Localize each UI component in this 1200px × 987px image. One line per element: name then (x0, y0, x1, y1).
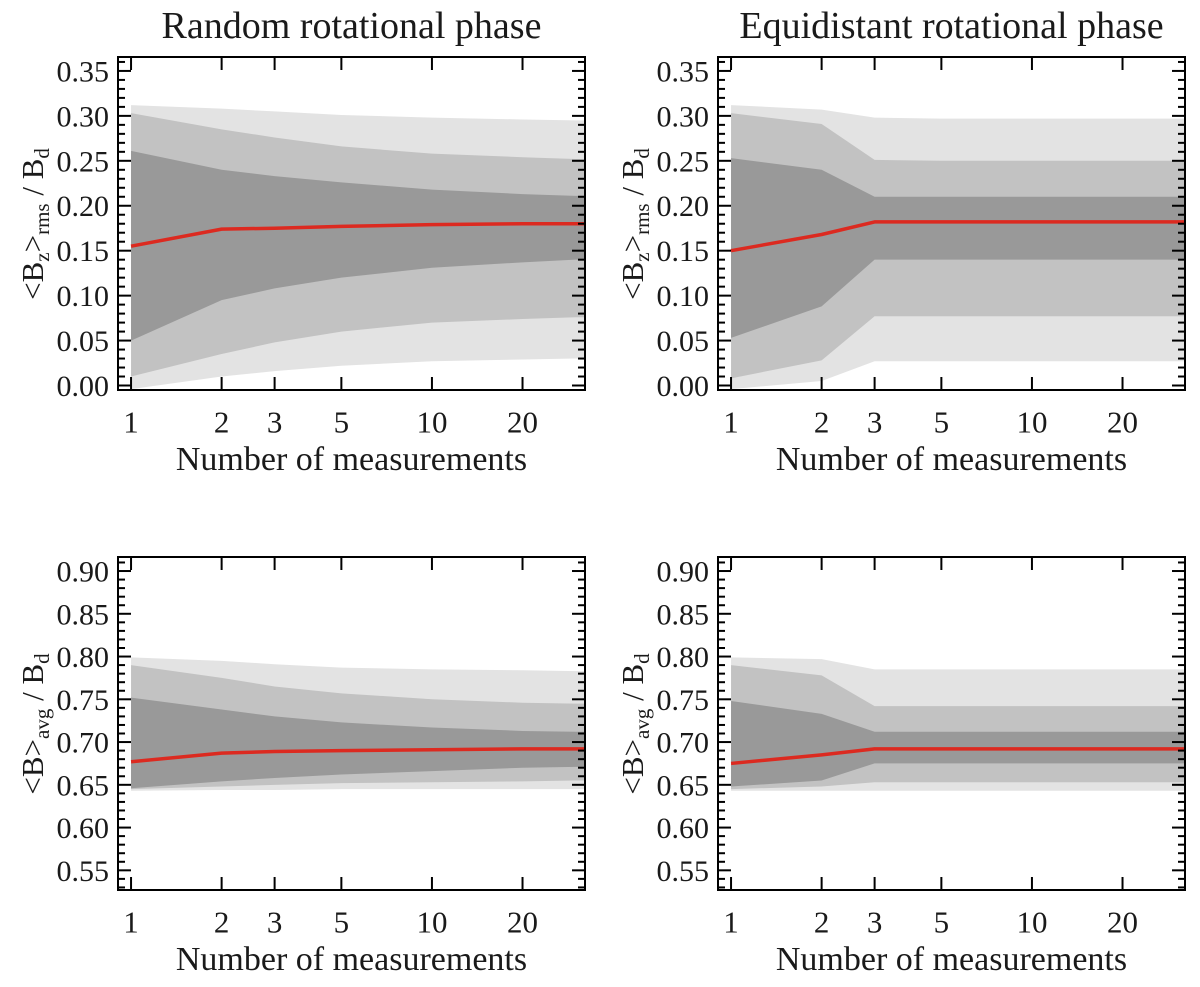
plot-frame (117, 556, 586, 891)
dark_band (731, 158, 1185, 338)
x-tick-label: 20 (507, 405, 538, 440)
y-tick-label: 0.20 (57, 190, 110, 223)
plot-frame (117, 56, 586, 391)
plot-area: 0.00 0.05 0.10 0.15 0.20 0.25 0.30 0.35 1 2 3 5 10 20 (57, 55, 586, 440)
y-tick-label: 0.25 (57, 145, 110, 178)
y-tick-label: 0.70 (57, 727, 110, 760)
y-tick-label: 0.60 (57, 812, 110, 845)
y-tick-label: 0.35 (657, 55, 710, 88)
x-tick-label: 3 (267, 405, 283, 440)
y-tick-label: 0.75 (57, 684, 110, 717)
y-tick-label: 0.65 (57, 769, 110, 802)
x-tick-label: 5 (934, 905, 950, 940)
median-line (130, 221, 585, 248)
x-tick-label: 2 (214, 405, 230, 440)
plot-area: 0.00 0.05 0.10 0.15 0.20 0.25 0.30 0.35 1 2 3 5 10 20 (657, 55, 1186, 440)
x-axis-label: Number of measurements (175, 941, 528, 978)
dark_band (131, 150, 585, 341)
x-tick-label: 2 (814, 905, 830, 940)
median-line (730, 220, 1185, 253)
y-tick-label: 0.90 (57, 556, 110, 589)
dark_band (731, 701, 1185, 787)
x-tick-label: 10 (416, 405, 447, 440)
y-tick-label: 0.10 (657, 280, 710, 313)
y-tick-label: 0.35 (57, 55, 110, 88)
panel-random-avg: <B>avg / Bd 0.55 0.60 0.65 0.70 0.75 0.80 0.85… (0, 494, 600, 987)
y-tick-label: 0.00 (657, 370, 710, 403)
panel-title: Random rotational phase (161, 5, 542, 47)
median-line (130, 747, 585, 764)
x-tick-label: 20 (1107, 405, 1138, 440)
y-tick-label: 0.55 (657, 855, 710, 888)
y-tick-label: 0.80 (57, 641, 110, 674)
y-tick-label: 0.05 (657, 325, 710, 358)
y-tick-label: 0.90 (657, 556, 710, 589)
x-tick-label: 1 (723, 905, 739, 940)
x-tick-label: 2 (814, 405, 830, 440)
x-tick-label: 20 (507, 905, 538, 940)
x-tick-label: 5 (934, 405, 950, 440)
x-tick-label: 3 (867, 405, 883, 440)
x-tick-label: 3 (867, 905, 883, 940)
y-tick-label: 0.65 (657, 769, 710, 802)
y-tick-label: 0.20 (657, 190, 710, 223)
panel-equidistant-avg: <B>avg / Bd 0.55 0.60 0.65 0.70 0.75 0.80 0.85… (600, 494, 1200, 987)
x-tick-label: 3 (267, 905, 283, 940)
x-tick-label: 5 (334, 905, 350, 940)
y-tick-label: 0.10 (57, 280, 110, 313)
y-tick-label: 0.15 (657, 235, 710, 268)
y-tick-label: 0.05 (57, 325, 110, 358)
y-tick-label: 0.60 (657, 812, 710, 845)
plot-area: 0.55 0.60 0.65 0.70 0.75 0.80 0.85 0.90 1 2 3 5 10 20 (657, 556, 1186, 940)
x-tick-label: 1 (123, 905, 139, 940)
y-tick-label: 0.85 (57, 598, 110, 631)
y-tick-label: 0.75 (657, 684, 710, 717)
median-line (730, 747, 1185, 766)
y-tick-label: 0.85 (657, 598, 710, 631)
x-tick-label: 10 (1016, 905, 1047, 940)
x-tick-label: 10 (1016, 405, 1047, 440)
x-tick-label: 1 (123, 405, 139, 440)
y-tick-label: 0.30 (57, 100, 110, 133)
plot-frame (717, 56, 1186, 391)
plot-area: 0.55 0.60 0.65 0.70 0.75 0.80 0.85 0.90 1 2 3 5 10 20 (57, 556, 586, 940)
y-tick-label: 0.70 (657, 727, 710, 760)
x-axis-label: Number of measurements (775, 441, 1128, 478)
panel-title: Equidistant rotational phase (739, 5, 1164, 47)
plot-frame (717, 556, 1186, 891)
y-tick-label: 0.55 (57, 855, 110, 888)
x-tick-label: 1 (723, 405, 739, 440)
y-tick-label: 0.30 (657, 100, 710, 133)
x-axis-label: Number of measurements (175, 441, 528, 478)
panel-random-rms: Random rotational phase <Bz>rms / Bd 0.0… (0, 0, 600, 494)
y-tick-label: 0.00 (57, 370, 110, 403)
x-tick-label: 10 (416, 905, 447, 940)
panel-equidistant-rms: Equidistant rotational phase <Bz>rms / B… (600, 0, 1200, 494)
x-axis-label: Number of measurements (775, 941, 1128, 978)
x-tick-label: 5 (334, 405, 350, 440)
dark_band (131, 697, 585, 789)
y-tick-label: 0.25 (657, 145, 710, 178)
y-tick-label: 0.80 (657, 641, 710, 674)
x-tick-label: 20 (1107, 905, 1138, 940)
y-tick-label: 0.15 (57, 235, 110, 268)
x-tick-label: 2 (214, 905, 230, 940)
